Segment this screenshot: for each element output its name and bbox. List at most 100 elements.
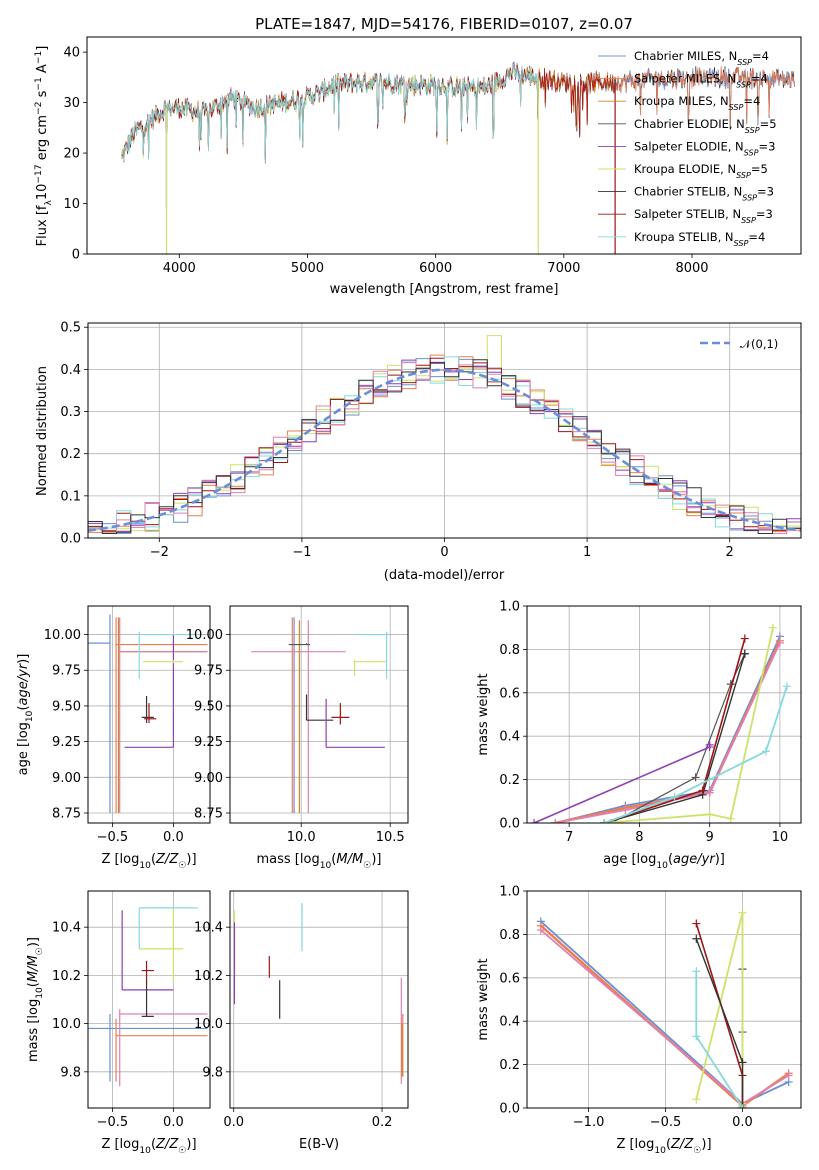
x-label-mw-age: age [log10(age/yr)] (603, 852, 725, 871)
axes-mw-z: −1.0 −0.5 0.0 0.0 0.2 0.4 0.6 0.8 1.0 (499, 885, 802, 1130)
mass-weight-marker (705, 740, 714, 749)
grid-mw-age (527, 605, 801, 824)
legend-entry: Kroupa ELODIE, NSSP=5 (634, 162, 768, 180)
plot-area-residuals (88, 335, 801, 538)
y-tick-label: 9.00 (52, 771, 81, 786)
y-tick-label: 0.8 (499, 928, 520, 943)
x-tick-label: 0.0 (223, 1115, 244, 1130)
x-tick-label: 8000 (675, 261, 708, 276)
axes-frame (86, 36, 802, 255)
x-label-mass-ebv: E(B-V) (299, 1137, 339, 1152)
y-tick-label: 0.6 (499, 686, 520, 701)
y-tick-label: 1.0 (499, 600, 520, 615)
y-tick-label: 0.8 (499, 643, 520, 658)
x-tick-label: −1.0 (573, 1115, 605, 1130)
x-tick-label: 0.0 (163, 830, 184, 845)
y-tick-label: 10.00 (44, 628, 81, 643)
y-tick-label: 0.4 (60, 363, 81, 378)
x-tick-label: 0 (440, 545, 448, 560)
mass-weight-marker (692, 934, 701, 943)
mass-weight-marker (692, 919, 701, 928)
x-tick-label: −0.5 (97, 830, 129, 845)
mass-weight-marker (761, 747, 770, 756)
x-tick-label: −2 (150, 545, 169, 560)
mass-weight-marker (738, 1104, 747, 1108)
y-tick-label: 10 (63, 197, 80, 212)
mass-weight-marker (768, 623, 777, 632)
mass-weight-line (611, 653, 746, 823)
x-label-mw-z: Z [log10(Z/Z☉)] (616, 1137, 711, 1156)
x-tick-label: 0.0 (732, 1115, 753, 1130)
y-tick-label: 0.0 (499, 817, 520, 832)
y-tick-label: 1.0 (499, 885, 520, 900)
x-tick-label: −1 (292, 545, 311, 560)
plot-area-mass-z (88, 907, 208, 1087)
legend-entry: Kroupa MILES, NSSP=4 (634, 94, 760, 112)
mass-weight-line (603, 686, 788, 823)
legend-entry: Salpeter ELODIE, NSSP=3 (634, 139, 775, 157)
x-tick-label: 6000 (419, 261, 452, 276)
mass-weight-marker (698, 786, 707, 795)
axes-residuals: −2 −1 0 1 2 0.0 0.1 0.2 0.3 0.4 0.5 (60, 321, 802, 560)
spectrum-line (121, 63, 539, 163)
y-tick-label: 0.4 (499, 730, 520, 745)
axes-frame (229, 890, 409, 1109)
mass-weight-marker (782, 682, 791, 691)
x-label-age-z: Z [log10(Z/Z☉)] (101, 852, 196, 871)
mass-weight-marker (738, 908, 747, 917)
residuals-x-label: (data-model)/error (384, 568, 505, 583)
axes-frame (87, 890, 211, 1109)
plot-area-spectrum (121, 61, 795, 254)
y-tick-label: 8.75 (194, 807, 223, 822)
mass-weight-line (604, 627, 774, 823)
axes-frame (87, 322, 802, 539)
y-label-mw-age: mass weight (476, 673, 491, 755)
y-tick-label: 0.2 (60, 447, 81, 462)
y-tick-label: 30 (63, 96, 80, 111)
plot-area-mass-ebv (233, 903, 404, 1084)
mass-weight-marker (692, 1032, 701, 1041)
y-tick-label: 0.1 (60, 489, 81, 504)
y-tick-label: 9.8 (60, 1065, 81, 1080)
y-tick-label: 9.50 (52, 699, 81, 714)
y-tick-label: 10.2 (52, 969, 81, 984)
y-tick-label: 8.75 (52, 807, 81, 822)
y-tick-label: 10.0 (194, 1017, 223, 1032)
mass-weight-marker (692, 1095, 701, 1104)
y-label-mw-z: mass weight (476, 958, 491, 1040)
y-tick-label: 0.4 (499, 1015, 520, 1030)
mass-weight-marker (670, 792, 679, 801)
mass-weight-marker (691, 773, 700, 782)
x-tick-label: −0.5 (97, 1115, 129, 1130)
y-tick-label: 0.3 (60, 405, 81, 420)
legend-entry: Salpeter MILES, NSSP=4 (634, 72, 768, 90)
mass-weight-marker (738, 1058, 747, 1067)
axes-frame (526, 890, 802, 1109)
mass-weight-marker (551, 819, 560, 823)
y-tick-label: 40 (63, 46, 80, 61)
mass-weight-marker (705, 788, 714, 797)
y-tick-label: 9.75 (52, 664, 81, 679)
mass-weight-marker (530, 819, 539, 823)
mass-weight-line (554, 636, 781, 823)
y-tick-label: 10.0 (52, 1017, 81, 1032)
legend-entry: Chabrier MILES, NSSP=4 (634, 49, 769, 67)
y-tick-label: 20 (63, 147, 80, 162)
mass-weight-marker (740, 634, 749, 643)
x-tick-label: 7000 (547, 261, 580, 276)
mass-weight-marker (784, 1071, 793, 1080)
grid-mass-ebv (230, 891, 408, 1108)
axes-spectrum: 4000 5000 6000 7000 8000 0 10 20 30 40 (63, 36, 802, 276)
spectrum-legend: Chabrier MILES, NSSP=4 Salpeter MILES, NS… (598, 49, 777, 247)
plot-area-mw-age (530, 623, 791, 823)
x-tick-label: 2 (726, 545, 734, 560)
y-tick-label: 0.2 (499, 1058, 520, 1073)
mass-weight-line (695, 971, 744, 1108)
y-tick-label: 9.8 (202, 1065, 223, 1080)
mass-weight-marker (621, 805, 630, 814)
y-tick-label: 10.4 (194, 921, 223, 936)
x-tick-label: 4000 (163, 261, 196, 276)
x-tick-label: 0.2 (372, 1115, 393, 1130)
axes-mass-z: −0.5 0.0 9.8 10.0 10.2 10.4 (52, 890, 211, 1130)
